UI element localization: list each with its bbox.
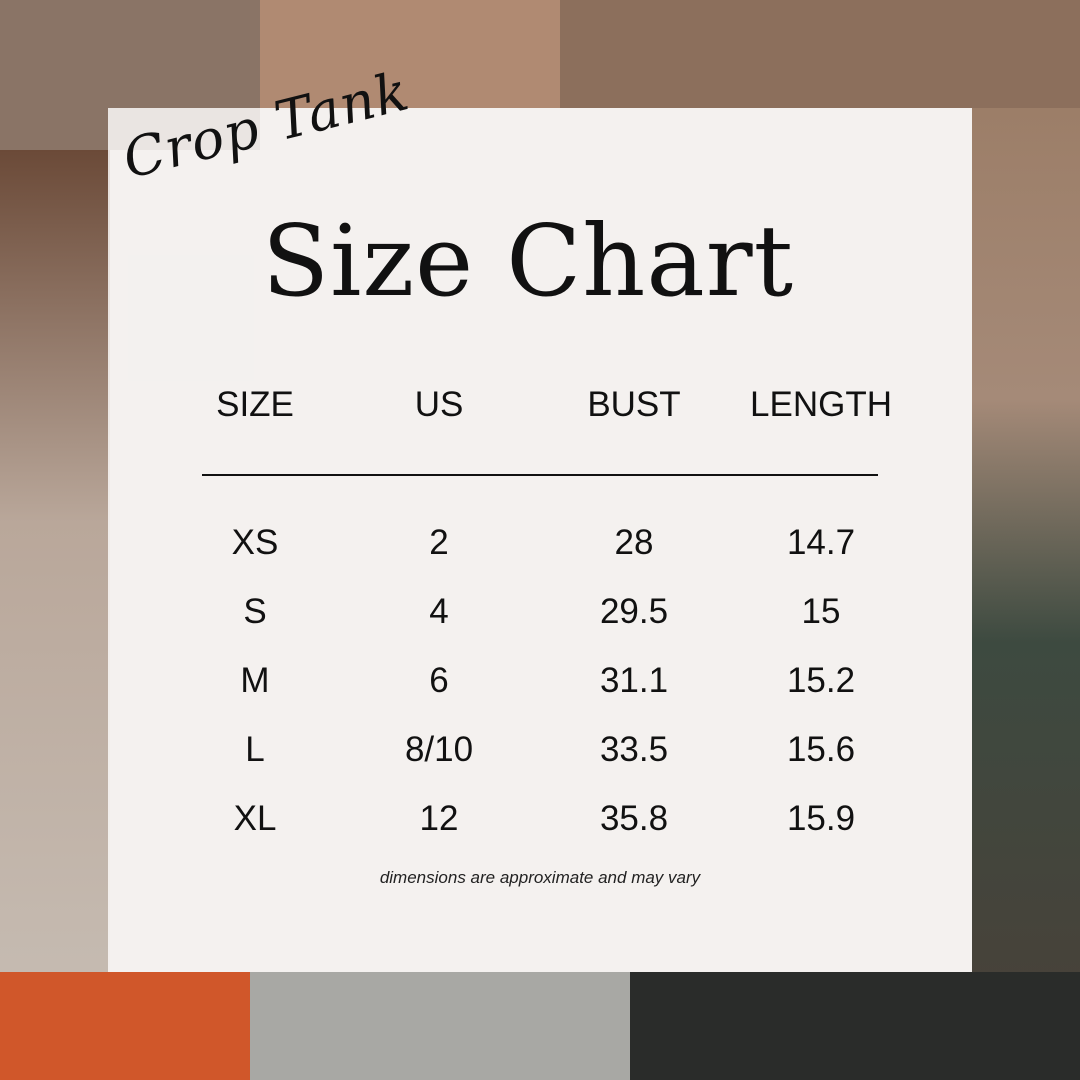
cell-length: 15.9 [786,799,856,838]
column-header-bust: BUST [587,385,681,424]
photo-top-center [260,0,560,108]
cell-size: M [240,661,270,700]
photo-bottom-left [0,972,250,1080]
cell-us: 2 [429,523,449,562]
header-divider [202,474,878,476]
cell-us: 8/10 [404,730,474,769]
cell-length: 15.6 [786,730,856,769]
column-header-us: US [414,385,464,424]
cell-bust: 35.8 [599,799,669,838]
column-header-size: SIZE [216,385,294,424]
cell-size: L [245,730,265,769]
cell-size: XS [231,523,279,562]
cell-us: 12 [419,799,459,838]
cell-length: 15.2 [786,661,856,700]
cell-bust: 29.5 [599,592,669,631]
cell-length: 14.7 [786,523,856,562]
cell-bust: 33.5 [599,730,669,769]
cell-us: 6 [429,661,449,700]
photo-left [0,150,110,1080]
photo-bottom-center [250,972,630,1080]
size-chart-panel [108,108,972,972]
page-title: Size Chart [262,205,795,319]
photo-right [972,108,1080,1080]
photo-top-right [560,0,1080,108]
cell-us: 4 [429,592,449,631]
column-header-length: LENGTH [750,385,892,424]
footnote: dimensions are approximate and may vary [379,868,701,887]
cell-size: S [243,592,267,631]
cell-bust: 28 [614,523,654,562]
cell-length: 15 [801,592,841,631]
photo-bottom-right [630,972,1080,1080]
cell-size: XL [233,799,277,838]
cell-bust: 31.1 [599,661,669,700]
